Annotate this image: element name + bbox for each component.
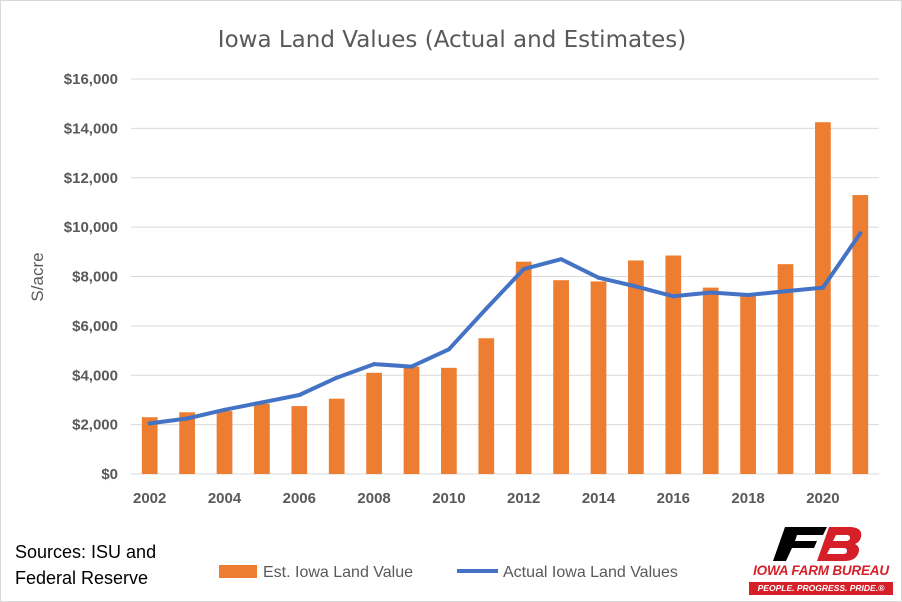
legend: Est. Iowa Land Value Actual Iowa Land Va… xyxy=(219,564,678,581)
bar-2017 xyxy=(702,287,719,474)
y-axis-label: S/acre xyxy=(28,252,47,301)
line-point-2010 xyxy=(446,347,451,352)
bar-2002 xyxy=(141,417,158,474)
y-tick-label: $4,000 xyxy=(72,367,118,384)
y-tick-label: $10,000 xyxy=(64,219,118,236)
bar-2014 xyxy=(590,281,607,474)
bar-2007 xyxy=(328,398,345,474)
y-tick-label: $8,000 xyxy=(72,269,118,286)
bar-2005 xyxy=(254,403,270,474)
x-tick-label: 2006 xyxy=(283,490,316,507)
line-point-2013 xyxy=(559,257,564,262)
line-point-2002 xyxy=(147,421,152,426)
legend-bar-swatch xyxy=(219,565,257,578)
x-tick-label: 2018 xyxy=(731,490,764,507)
line-point-2007 xyxy=(334,375,339,380)
fb-logo-mark-icon xyxy=(773,527,862,561)
logo-name: IOWA FARM BUREAU xyxy=(753,563,889,578)
x-tick-label: 2002 xyxy=(133,490,166,507)
line-point-2005 xyxy=(259,400,264,405)
x-tick-label: 2020 xyxy=(806,490,839,507)
line-point-2014 xyxy=(596,275,601,280)
line-point-2008 xyxy=(372,362,377,367)
line-point-2009 xyxy=(409,364,414,369)
y-tick-label: $2,000 xyxy=(72,417,118,434)
line-point-2015 xyxy=(633,284,638,289)
y-tick-label: $6,000 xyxy=(72,318,118,335)
logo-tagline: PEOPLE. PROGRESS. PRIDE.® xyxy=(749,582,893,595)
bar-2013 xyxy=(553,280,569,474)
x-axis-ticks: 2002 2004 2006 2008 2010 2012 2014 2016 2018 2020 xyxy=(133,490,840,507)
x-tick-label: 2016 xyxy=(657,490,690,507)
y-tick-label: $14,000 xyxy=(64,120,118,137)
line-point-2018 xyxy=(746,293,751,298)
gridlines xyxy=(131,78,879,475)
line-point-2003 xyxy=(185,416,190,421)
bar-2008 xyxy=(366,372,382,474)
line-point-2021 xyxy=(858,231,863,236)
actual-values-line xyxy=(147,231,863,426)
x-tick-label: 2014 xyxy=(582,490,616,507)
bar-2021 xyxy=(852,195,869,474)
bar-2006 xyxy=(291,406,308,474)
farm-bureau-logo: IOWA FARM BUREAU PEOPLE. PROGRESS. PRIDE… xyxy=(745,525,897,597)
line-point-2006 xyxy=(297,393,302,397)
bar-2015 xyxy=(628,260,644,474)
bar-series xyxy=(141,122,869,474)
y-tick-label: $12,000 xyxy=(64,170,118,187)
line-point-2011 xyxy=(484,306,489,311)
chart-title: Iowa Land Values (Actual and Estimates) xyxy=(218,27,686,53)
legend-bar-label: Est. Iowa Land Value xyxy=(263,564,413,581)
bar-2019 xyxy=(777,264,794,474)
bar-2020 xyxy=(815,122,831,474)
line-point-2012 xyxy=(521,267,526,272)
line-point-2016 xyxy=(671,294,676,299)
x-tick-label: 2012 xyxy=(507,490,540,507)
line-series xyxy=(147,231,863,426)
line-point-2004 xyxy=(222,407,227,412)
legend-line-label: Actual Iowa Land Values xyxy=(503,564,678,581)
line-point-2017 xyxy=(708,290,713,295)
bar-2003 xyxy=(179,412,195,474)
x-tick-label: 2010 xyxy=(432,490,465,507)
line-point-2020 xyxy=(820,285,825,290)
line-point-2019 xyxy=(783,289,788,294)
bar-2004 xyxy=(216,411,233,474)
x-tick-label: 2004 xyxy=(208,490,242,507)
x-tick-label: 2008 xyxy=(357,490,390,507)
bar-2009 xyxy=(403,366,420,474)
bar-2012 xyxy=(515,261,532,474)
bar-2018 xyxy=(740,296,756,474)
y-tick-label: $16,000 xyxy=(64,71,118,88)
bar-2011 xyxy=(478,338,495,474)
bar-2016 xyxy=(665,255,682,474)
y-axis-ticks: $0 $2,000 $4,000 $6,000 $8,000 $10,000 $12,000… xyxy=(64,71,118,483)
bar-2010 xyxy=(441,367,457,474)
y-tick-label: $0 xyxy=(101,466,118,483)
sources-note: Sources: ISU and Federal Reserve xyxy=(15,542,157,588)
